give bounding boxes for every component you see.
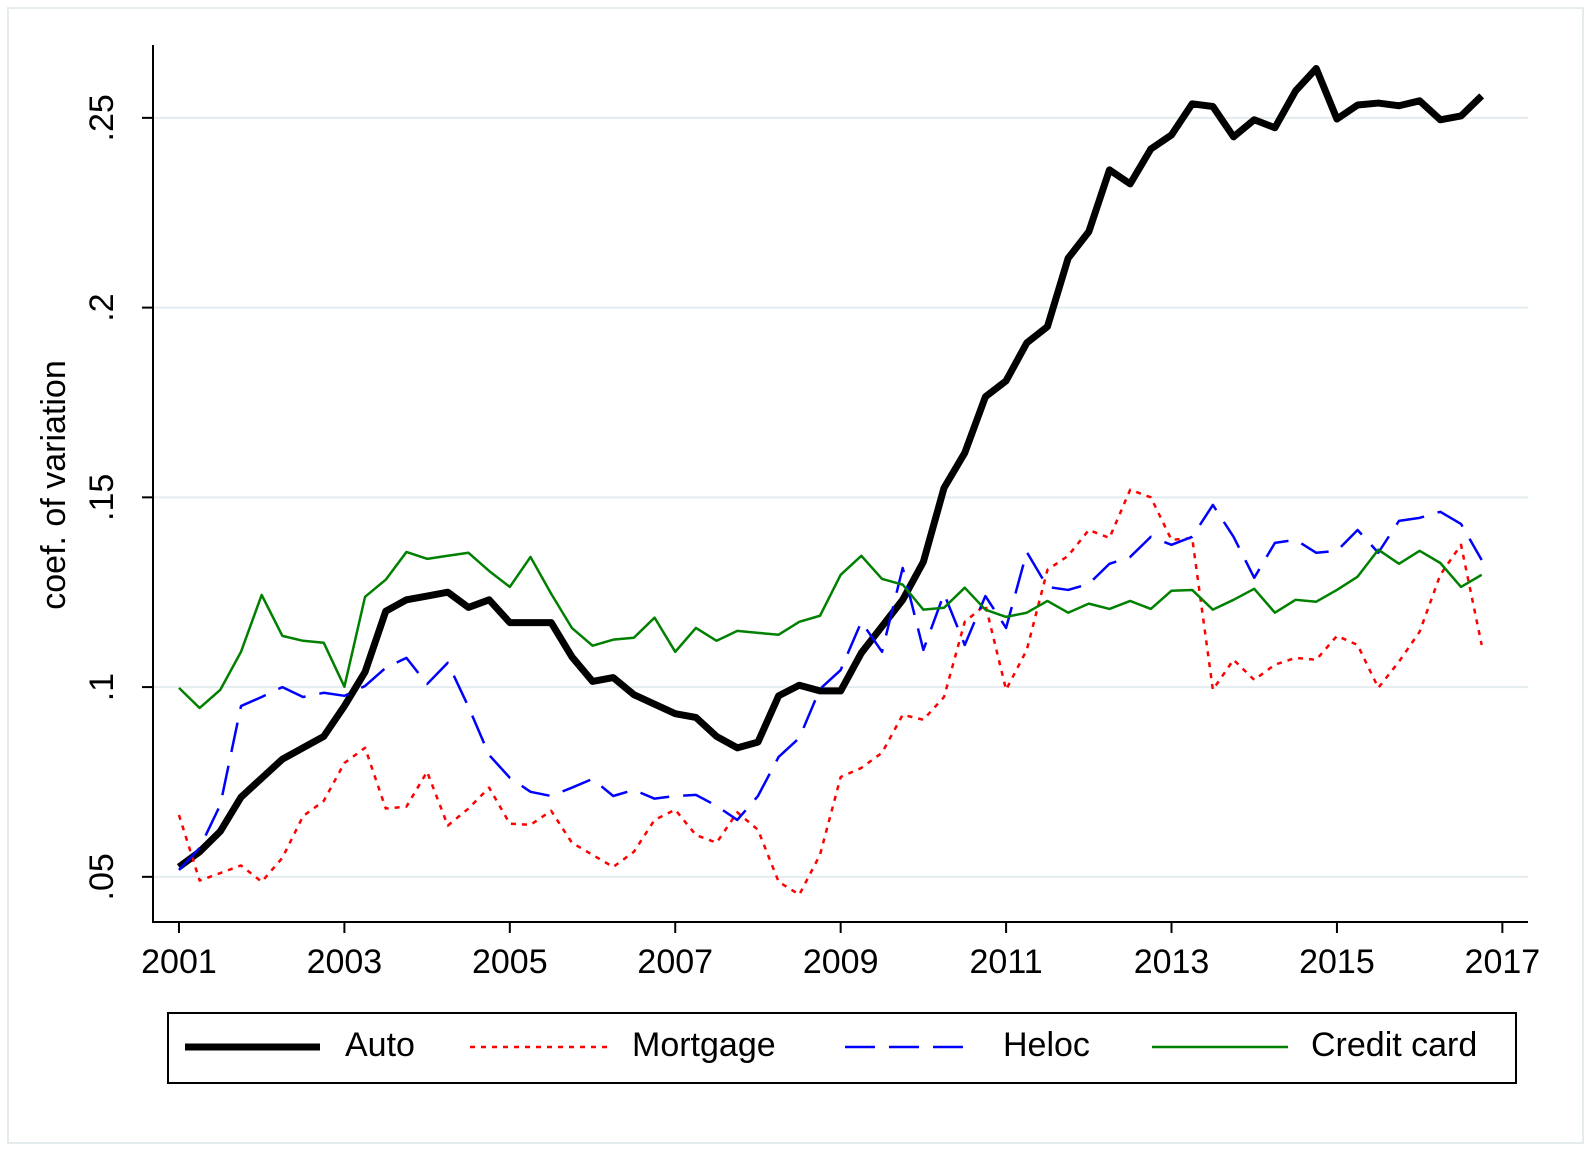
legend-label: Auto — [345, 1026, 415, 1064]
y-axis-title: coef. of variation — [35, 360, 73, 609]
x-tick-label: 2005 — [472, 943, 548, 981]
x-tick-label: 2013 — [1134, 943, 1210, 981]
y-tick-label: .05 — [83, 853, 121, 900]
graph-region — [7, 7, 1584, 1144]
legend-label: Credit card — [1311, 1026, 1477, 1064]
plot-lines — [176, 65, 1485, 896]
series-line — [178, 548, 1483, 710]
x-tick-label: 2009 — [803, 943, 879, 981]
x-tick-label: 2001 — [141, 943, 217, 981]
series-line — [178, 503, 1483, 871]
x-tick-label: 2003 — [307, 943, 383, 981]
legend-entries: Auto Mortgage Heloc Credit card — [185, 1026, 1477, 1064]
y-tick-label: .2 — [83, 293, 121, 321]
series-line — [177, 488, 1483, 896]
y-tick-label: .25 — [83, 94, 121, 141]
legend-label: Mortgage — [632, 1026, 776, 1064]
x-tick-label: 2017 — [1465, 943, 1541, 981]
series-line — [176, 65, 1485, 870]
x-tick-label: 2015 — [1299, 943, 1375, 981]
legend — [167, 1012, 1517, 1084]
x-tick-label: 2011 — [970, 943, 1043, 981]
y-tick-label: .15 — [83, 474, 121, 521]
x-tick-label: 2007 — [637, 943, 713, 981]
axes: .05 .1 .15 .2 .25 2001 2003 2005 2007 2009 2011 201… — [83, 45, 1540, 981]
y-tick-label: .1 — [83, 673, 121, 701]
legend-label: Heloc — [1003, 1026, 1090, 1064]
